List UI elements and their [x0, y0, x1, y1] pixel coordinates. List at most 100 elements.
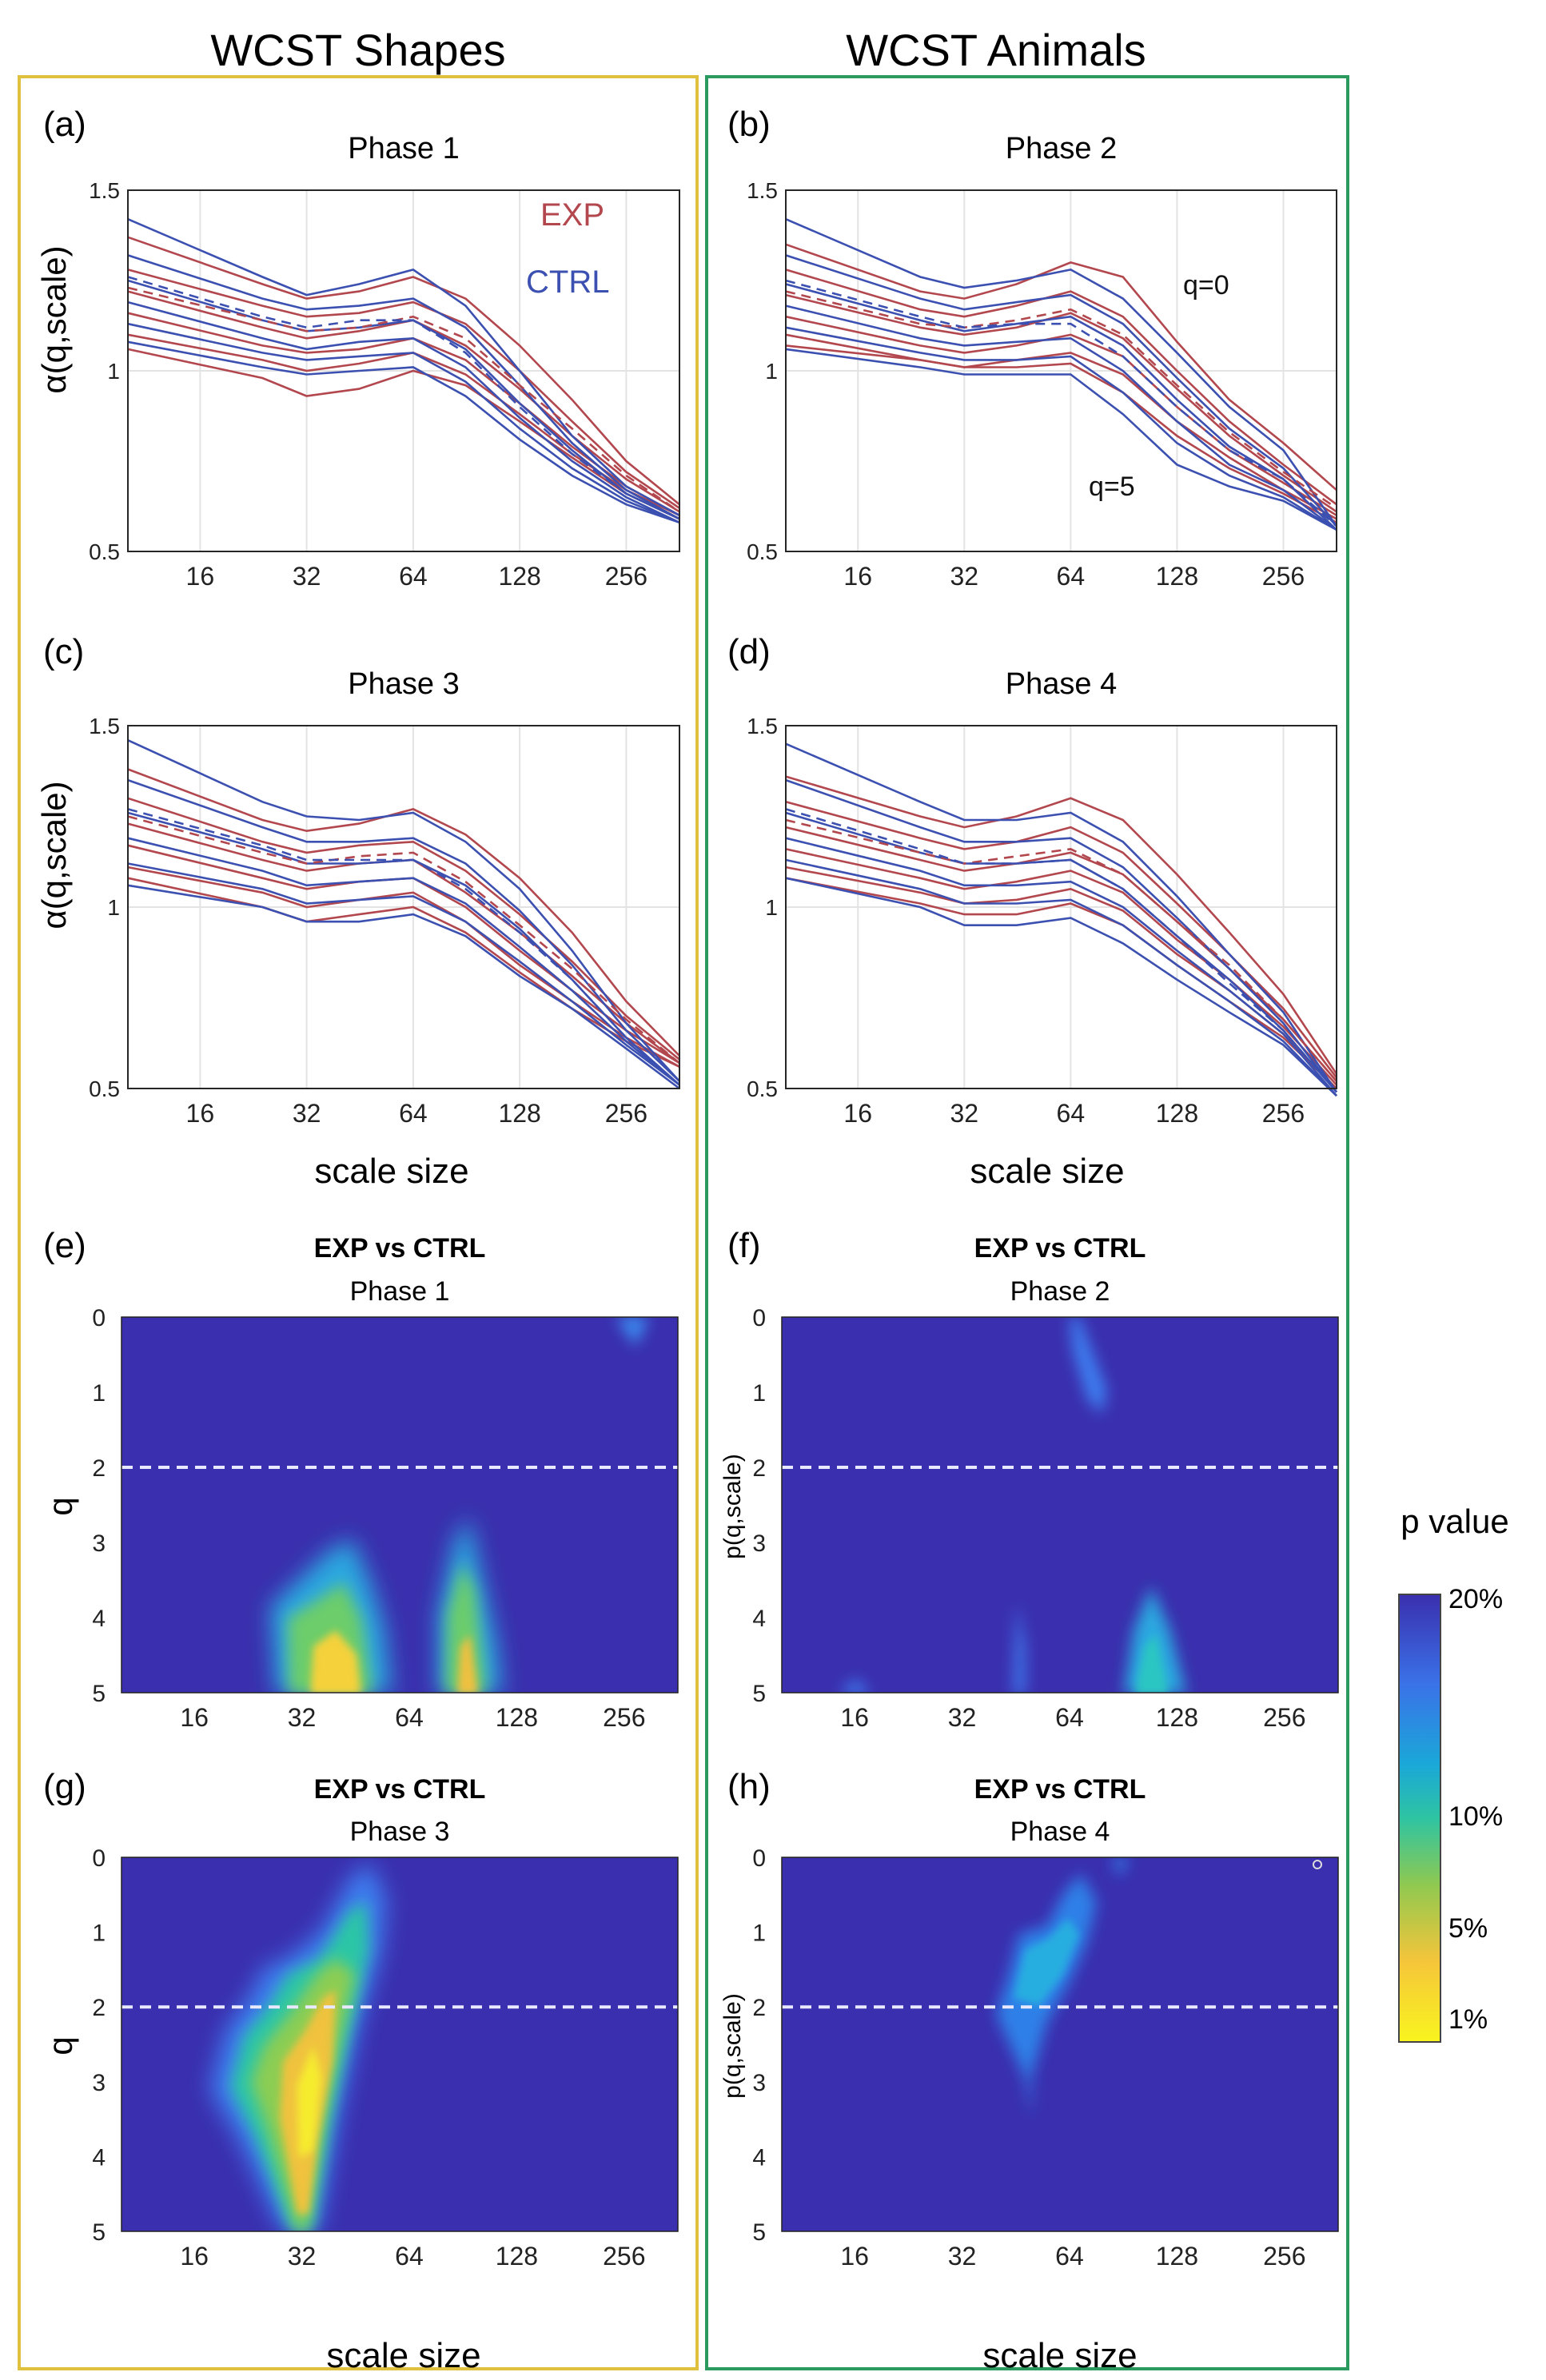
- exp-line-b-0: [785, 243, 1337, 492]
- ctrl-line-b-5: [785, 348, 1337, 531]
- annotation-q5: q=5: [1089, 472, 1135, 502]
- frame-wcst-animals: [705, 75, 1349, 2370]
- y-tick-label-c: 1.5: [89, 714, 120, 738]
- x-tick-label-a: 128: [498, 562, 540, 591]
- y-tick-label-a: 0.5: [89, 539, 120, 564]
- ctrl-line-a-0: [127, 218, 680, 516]
- heatmap-f-suptitle: EXP vs CTRL: [974, 1233, 1146, 1264]
- plot-border-a: [127, 189, 680, 552]
- x-tick-label-b: 16: [843, 562, 872, 591]
- y-tick-label-d: 1: [765, 895, 778, 920]
- heat-y-tick-label-f: 3: [752, 1530, 766, 1557]
- panel-f-heatmap: [782, 1317, 1338, 1693]
- x-tick-label-b: 256: [1262, 562, 1305, 591]
- exp-line-c-1: [127, 797, 680, 1061]
- heat-x-tick-label-h: 16: [840, 2242, 869, 2271]
- exp-line-b-3: [785, 315, 1337, 516]
- ctrl-line-c-4: [127, 862, 680, 1086]
- ctrl-line-c-5: [127, 884, 680, 1090]
- column-title-right: WCST Animals: [846, 25, 1146, 75]
- panel-g-heatmap: [122, 1857, 678, 2231]
- exp-mean-line-c: [127, 815, 680, 1065]
- x-tick-label-a: 256: [605, 562, 647, 591]
- heat-blob-e2-core: [457, 1634, 478, 1693]
- plot-border-c: [127, 725, 680, 1089]
- x-tick-label-c: 32: [293, 1099, 321, 1128]
- panel-label-h: (h): [727, 1767, 771, 1806]
- panel-label-d: (d): [727, 632, 771, 671]
- heatmap-e-title: Phase 1: [350, 1276, 450, 1307]
- x-tick-label-c: 256: [605, 1099, 647, 1128]
- y-tick-label-b: 1: [765, 359, 778, 384]
- colorbar-tick-20: 20%: [1448, 1584, 1503, 1614]
- heatmap-f-title: Phase 2: [1010, 1276, 1110, 1307]
- ctrl-line-b-1: [785, 254, 1337, 527]
- heatmap-border-g: [121, 1857, 679, 2232]
- exp-line-b-5: [785, 344, 1337, 523]
- ylabel-panel-e: q: [42, 1497, 79, 1515]
- y-tick-label-d: 1.5: [747, 714, 778, 738]
- heat-y-tick-label-g: 3: [92, 2070, 106, 2096]
- x-tick-label-c: 64: [399, 1099, 428, 1128]
- heatmap-g-background: [122, 1857, 678, 2231]
- chart-title-d: Phase 4: [1006, 667, 1117, 701]
- panel-b-line-chart: 1.5 1 0.5 16 32 64 128 256 Phase 2: [747, 132, 1338, 591]
- heatmap-h-suptitle: EXP vs CTRL: [974, 1774, 1146, 1805]
- ctrl-line-a-5: [127, 340, 680, 524]
- heat-x-tick-label-h: 256: [1263, 2242, 1305, 2271]
- panel-label-c: (c): [43, 632, 84, 671]
- x-tick-label-d: 64: [1057, 1099, 1086, 1128]
- heat-blob-f1: [1070, 1317, 1107, 1415]
- heat-x-tick-label-h: 128: [1156, 2242, 1198, 2271]
- ctrl-line-c-3: [127, 837, 680, 1086]
- ylabel-panel-c: α(q,scale): [35, 781, 73, 929]
- colorbar-gradient: [1398, 1594, 1441, 2043]
- panel-a-line-chart: 1.5 1 0.5 16 32 64 128 256 Phase 1: [89, 132, 680, 591]
- heat-y-tick-label-h: 4: [752, 2144, 766, 2171]
- ctrl-mean-line-c: [127, 808, 680, 1086]
- exp-line-d-1: [785, 801, 1338, 1079]
- chart-title-c: Phase 3: [348, 667, 459, 701]
- heat-x-tick-label-g: 256: [603, 2242, 645, 2271]
- y-tick-label-c: 1: [107, 895, 120, 920]
- heatmap-e-suptitle: EXP vs CTRL: [314, 1233, 486, 1264]
- heat-y-tick-label-h: 0: [752, 1845, 766, 1872]
- panel-label-b: (b): [727, 105, 771, 144]
- heat-y-tick-label-f: 5: [752, 1681, 766, 1707]
- x-tick-label-a: 16: [186, 562, 215, 591]
- heat-blob-f2-core: [1135, 1634, 1169, 1693]
- chart-title-a: Phase 1: [348, 132, 459, 165]
- ctrl-line-b-4: [785, 326, 1337, 531]
- heat-blob-h-top: [1113, 1857, 1129, 1878]
- y-tick-label-a: 1: [107, 359, 120, 384]
- heatmap-border-h: [781, 1857, 1339, 2232]
- heat-x-tick-label-g: 64: [395, 2242, 424, 2271]
- ylabel-panel-g: q: [42, 2036, 79, 2055]
- ctrl-line-c-1: [127, 778, 680, 1082]
- exp-line-b-2: [785, 293, 1337, 513]
- ylabel-panel-f: p(q,scale): [719, 1454, 746, 1559]
- exp-line-b-1: [785, 269, 1337, 506]
- heat-y-tick-label-h: 3: [752, 2070, 766, 2096]
- xlabel-panel-d: scale size: [970, 1152, 1124, 1191]
- x-tick-label-d: 128: [1156, 1099, 1198, 1128]
- heat-x-tick-label-e: 16: [180, 1703, 209, 1732]
- heat-x-tick-label-f: 16: [840, 1703, 869, 1732]
- heat-x-tick-label-e: 128: [496, 1703, 538, 1732]
- legend-exp: EXP: [540, 197, 604, 233]
- panel-label-a: (a): [43, 105, 86, 144]
- frame-wcst-shapes: [18, 75, 699, 2370]
- panel-label-f: (f): [727, 1226, 761, 1265]
- y-tick-label-b: 0.5: [747, 539, 778, 564]
- x-tick-label-a: 64: [399, 562, 428, 591]
- heat-blob-f4: [841, 1678, 870, 1693]
- heat-y-tick-label-e: 3: [92, 1530, 106, 1557]
- panel-h-heatmap: [782, 1857, 1338, 2231]
- heatmap-e-background: [122, 1317, 678, 1693]
- x-tick-label-b: 64: [1057, 562, 1086, 591]
- exp-line-a-2: [127, 290, 680, 513]
- ctrl-line-a-1: [127, 254, 680, 520]
- ctrl-mean-line-d: [785, 808, 1337, 1093]
- colorbar-title: p value: [1401, 1502, 1508, 1540]
